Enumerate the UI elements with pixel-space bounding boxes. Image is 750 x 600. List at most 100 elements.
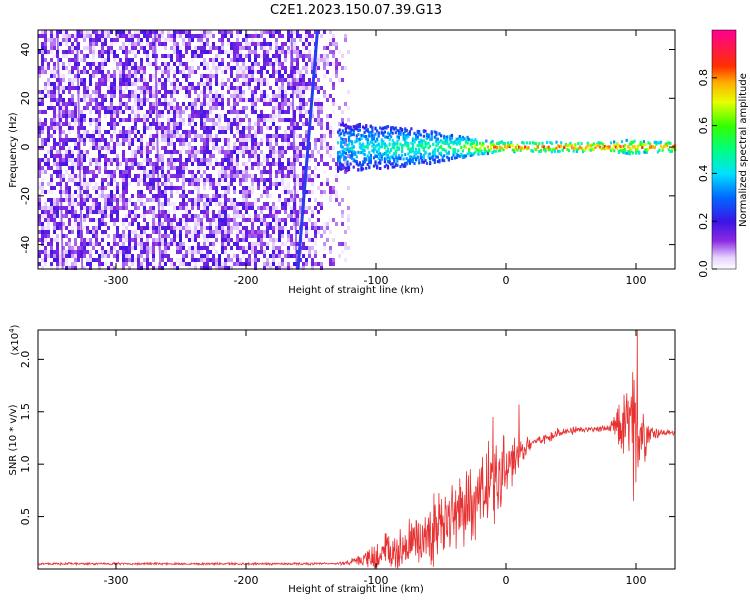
noise-cell-273 <box>59 98 62 102</box>
noise-cell-994 <box>113 266 116 270</box>
noise-cell-2574 <box>236 30 239 34</box>
noise-cell-1843 <box>179 142 182 146</box>
band-cell-1080 <box>656 150 659 154</box>
noise-cell-1441 <box>149 114 152 118</box>
noise-cell-2583 <box>236 66 239 70</box>
noise-cell-2425 <box>224 118 227 122</box>
band-cell-868 <box>510 140 513 144</box>
band-cell-338 <box>382 152 385 156</box>
noise-cell-3707 <box>329 134 332 138</box>
noise-cell-1676 <box>167 122 170 126</box>
noise-cell-2146 <box>203 102 206 106</box>
noise-cell-3320 <box>290 266 293 270</box>
noise-cell-1696 <box>167 222 170 226</box>
noise-cell-240 <box>56 142 59 146</box>
noise-cell-2243 <box>209 134 212 138</box>
noise-cell-2398 <box>221 170 224 174</box>
noise-cell-1332 <box>140 166 143 170</box>
noise-cell-2231 <box>209 78 212 82</box>
noise-cell-382 <box>68 50 71 54</box>
noise-cell-3266 <box>287 170 290 174</box>
band-cell-831 <box>488 149 491 153</box>
noise-cell-163 <box>50 134 53 138</box>
noise-cell-2777 <box>248 234 251 238</box>
noise-cell-2396 <box>221 162 224 166</box>
band-cell-817 <box>482 143 485 147</box>
noise-cell-2713 <box>245 82 248 86</box>
noise-cell-736 <box>95 118 98 122</box>
noise-cell-1993 <box>191 126 194 130</box>
noise-cell-2795 <box>251 102 254 106</box>
band-cell-851 <box>499 145 502 149</box>
noise-cell-3550 <box>311 66 314 70</box>
noise-cell-1417 <box>146 222 149 226</box>
noise-cell-2262 <box>209 258 212 262</box>
noise-cell-168 <box>50 174 53 178</box>
noise-cell-1322 <box>140 102 143 106</box>
noise-cell-1160 <box>128 78 131 82</box>
noise-cell-2872 <box>257 70 260 74</box>
band-cell-84 <box>347 131 351 135</box>
noise-cell-3797 <box>347 186 350 190</box>
band-cell-610 <box>427 141 430 145</box>
band-cell-436 <box>397 154 400 158</box>
band-cell-680 <box>441 155 444 159</box>
noise-cell-1653 <box>164 230 167 234</box>
noise-cell-2383 <box>221 82 224 86</box>
noise-cell-2286 <box>212 194 215 198</box>
noise-cell-65 <box>41 214 44 218</box>
noise-cell-3157 <box>278 194 281 198</box>
noise-cell-2810 <box>251 186 254 190</box>
noise-cell-3098 <box>275 78 278 82</box>
noise-cell-2095 <box>200 38 203 42</box>
noise-cell-2982 <box>266 58 269 62</box>
noise-cell-2498 <box>230 30 233 34</box>
noise-cell-170 <box>50 182 53 186</box>
noise-cell-1935 <box>185 234 188 238</box>
noise-cell-2807 <box>251 174 254 178</box>
noise-cell-3715 <box>329 218 332 222</box>
noise-cell-263 <box>56 262 59 266</box>
band-cell-1067 <box>647 141 650 145</box>
noise-cell-1788 <box>176 42 179 46</box>
noise-cell-552 <box>80 150 83 154</box>
noise-cell-2631 <box>239 86 242 90</box>
noise-cell-1181 <box>128 210 131 214</box>
noise-cell-763 <box>98 34 101 38</box>
noise-cell-708 <box>92 186 95 190</box>
noise-cell-1194 <box>131 38 134 42</box>
noise-cell-2518 <box>230 158 233 162</box>
noise-cell-808 <box>101 38 104 42</box>
noise-cell-2702 <box>242 262 245 266</box>
noise-cell-1400 <box>146 98 149 102</box>
noise-cell-1665 <box>167 62 170 66</box>
noise-cell-2969 <box>263 218 266 222</box>
band-cell-698 <box>446 138 449 142</box>
noise-cell-3477 <box>302 242 305 246</box>
noise-cell-904 <box>107 174 110 178</box>
noise-cell-1103 <box>122 254 125 258</box>
noise-cell-2298 <box>215 46 218 50</box>
noise-cell-1537 <box>155 198 158 202</box>
noise-cell-1389 <box>146 30 149 34</box>
noise-cell-1061 <box>122 30 125 34</box>
noise-cell-1010 <box>116 158 119 162</box>
noise-cell-2293 <box>212 242 215 246</box>
band-cell-425 <box>396 148 399 152</box>
noise-cell-3144 <box>278 110 281 114</box>
noise-cell-1247 <box>134 114 137 118</box>
noise-cell-932 <box>110 118 113 122</box>
noise-cell-1116 <box>125 70 128 74</box>
noise-cell-3708 <box>329 146 332 150</box>
noise-cell-2548 <box>233 110 236 114</box>
band-cell-151 <box>355 162 358 166</box>
noise-cell-700 <box>92 134 95 138</box>
band-cell-191 <box>362 144 365 148</box>
noise-cell-2538 <box>233 54 236 58</box>
noise-cell-2408 <box>221 222 224 226</box>
noise-cell-2547 <box>233 106 236 110</box>
band-cell-866 <box>508 143 511 147</box>
noise-cell-1756 <box>173 90 176 94</box>
band-cell-365 <box>386 147 390 151</box>
noise-cell-3089 <box>275 30 278 34</box>
